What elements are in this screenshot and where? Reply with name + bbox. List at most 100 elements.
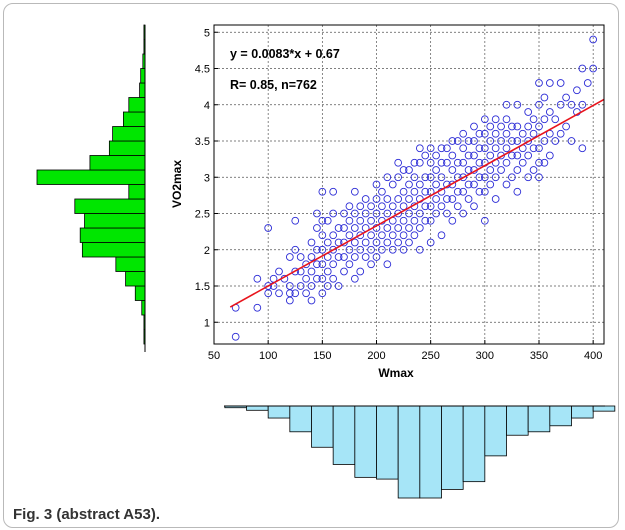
data-point xyxy=(464,195,473,203)
data-point xyxy=(302,289,310,298)
data-point xyxy=(426,144,435,153)
data-point xyxy=(329,231,338,240)
data-point xyxy=(405,238,413,247)
data-point xyxy=(378,187,386,196)
data-point xyxy=(464,166,473,174)
x-tick-label: 400 xyxy=(584,350,602,362)
y-histogram-bar xyxy=(115,256,146,272)
data-point xyxy=(410,231,419,240)
data-point xyxy=(470,180,478,189)
plot-border xyxy=(213,24,605,345)
data-point xyxy=(470,122,478,131)
data-point xyxy=(529,144,538,153)
data-point xyxy=(453,137,462,145)
y-tick-label: 5 xyxy=(204,27,210,39)
data-point xyxy=(524,122,533,131)
data-point xyxy=(415,158,424,167)
y-tick-label: 4.5 xyxy=(195,64,210,76)
data-point xyxy=(313,209,321,218)
data-point xyxy=(432,151,440,160)
data-point xyxy=(589,64,598,73)
data-point xyxy=(459,187,468,196)
data-point xyxy=(437,173,446,182)
data-point xyxy=(448,151,457,160)
data-point xyxy=(432,180,440,189)
data-point xyxy=(486,180,495,189)
data-point xyxy=(459,209,468,218)
data-point xyxy=(383,173,392,182)
x-histogram-bar xyxy=(267,405,291,419)
data-point xyxy=(502,100,511,109)
data-point xyxy=(551,137,560,145)
data-point xyxy=(497,166,505,174)
data-point xyxy=(302,274,310,283)
data-point xyxy=(350,209,359,218)
data-point xyxy=(535,144,543,153)
data-point xyxy=(323,238,332,247)
data-point xyxy=(264,282,273,290)
data-point xyxy=(296,253,305,261)
data-point xyxy=(524,173,533,182)
data-point xyxy=(345,245,354,254)
x-histogram-bar xyxy=(376,405,399,480)
data-point xyxy=(486,122,495,131)
data-point xyxy=(399,166,408,174)
data-point xyxy=(264,224,273,232)
x-histogram-bar xyxy=(397,405,421,499)
data-point xyxy=(329,187,338,196)
data-point xyxy=(470,202,478,211)
data-point xyxy=(513,151,522,160)
data-point xyxy=(545,151,554,160)
data-point xyxy=(345,231,354,240)
x-histogram-bar xyxy=(354,405,377,478)
data-point xyxy=(253,303,262,312)
data-point xyxy=(367,245,375,254)
data-point xyxy=(415,245,424,254)
data-point xyxy=(508,173,516,182)
grid-lines xyxy=(214,25,604,344)
data-point xyxy=(394,173,403,182)
data-point xyxy=(405,224,413,232)
data-point xyxy=(350,238,359,247)
data-point xyxy=(334,224,343,232)
data-point xyxy=(556,129,565,138)
data-point xyxy=(448,195,457,203)
data-point xyxy=(513,187,522,196)
data-point xyxy=(318,231,327,240)
y-histogram-bar xyxy=(89,155,146,171)
data-point xyxy=(388,245,397,254)
data-point xyxy=(231,332,240,341)
data-point xyxy=(437,202,446,211)
data-point xyxy=(502,180,511,189)
data-point xyxy=(491,144,500,153)
data-point xyxy=(329,260,338,269)
data-point xyxy=(356,245,365,254)
y-histogram-bar xyxy=(79,227,146,243)
data-point xyxy=(486,137,495,145)
data-point xyxy=(502,129,511,138)
data-point xyxy=(313,260,321,269)
data-point xyxy=(356,216,365,225)
data-point xyxy=(313,245,321,254)
data-point xyxy=(372,180,381,189)
data-point xyxy=(399,202,408,211)
data-point xyxy=(567,137,576,145)
data-point xyxy=(415,224,424,232)
data-point xyxy=(475,173,484,182)
data-point xyxy=(323,282,332,290)
data-point xyxy=(556,79,565,87)
data-point xyxy=(475,187,484,196)
data-point xyxy=(307,253,316,261)
data-point xyxy=(410,173,419,182)
data-point xyxy=(318,187,327,196)
data-point xyxy=(497,122,505,131)
x-histogram-bar xyxy=(527,405,551,433)
data-point xyxy=(383,209,392,218)
data-point xyxy=(540,115,549,124)
data-point xyxy=(405,166,413,174)
plot-background xyxy=(214,25,604,344)
data-point xyxy=(410,216,419,225)
data-point xyxy=(318,245,327,254)
data-point xyxy=(540,137,549,145)
data-point xyxy=(426,202,435,211)
